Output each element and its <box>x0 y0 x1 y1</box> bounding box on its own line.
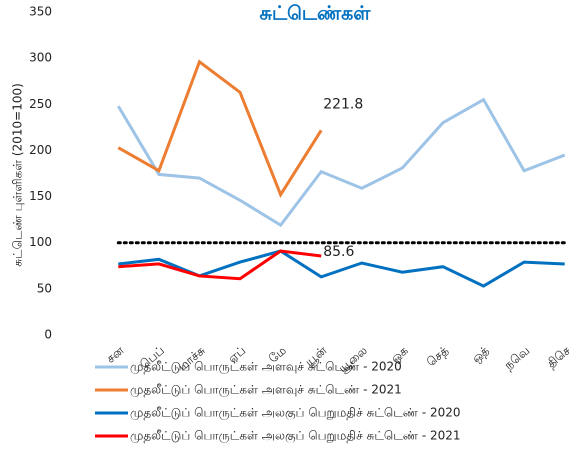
x-tick-label: செத் <box>424 343 451 369</box>
y-tick-label: 200 <box>29 143 52 157</box>
y-tick-label: 300 <box>29 51 52 65</box>
legend-label: முதலீட்டுப் பொருட்கள் அளவுச் சுட்டெண் - … <box>130 383 402 398</box>
series-line <box>117 97 566 228</box>
x-tick-label: சன <box>103 343 126 366</box>
x-tick-label: திசெ <box>544 343 573 371</box>
y-tick-label: 50 <box>37 281 52 295</box>
legend-label: முதலீட்டுப் பொருட்கள் அலகுப் பெறுமதிச் ச… <box>130 406 461 421</box>
legend-label: முதலீட்டுப் பொருட்கள் அலகுப் பெறுமதிச் ச… <box>130 429 461 444</box>
legend-label: முதலீட்டுப் பொருட்கள் அளவுச் சுட்டெண் - … <box>130 360 402 375</box>
series-line <box>117 59 323 199</box>
chart-title: சுட்டெண்கள் <box>260 3 372 25</box>
y-tick-label: 100 <box>29 235 52 249</box>
series-line <box>118 249 322 281</box>
data-label: 85.6 <box>323 244 354 260</box>
y-tick-label: 0 <box>44 328 52 342</box>
y-tick-label: 150 <box>29 189 52 203</box>
x-tick-label: ஒத் <box>469 343 492 365</box>
y-axis-label: சுட்டெண் புள்ளிகள் (2010=100) <box>11 83 25 267</box>
data-label: 221.8 <box>323 96 363 112</box>
y-tick-label: 250 <box>29 97 52 111</box>
x-tick-label: நவெ <box>501 343 532 372</box>
y-tick-label: 350 <box>29 5 52 19</box>
